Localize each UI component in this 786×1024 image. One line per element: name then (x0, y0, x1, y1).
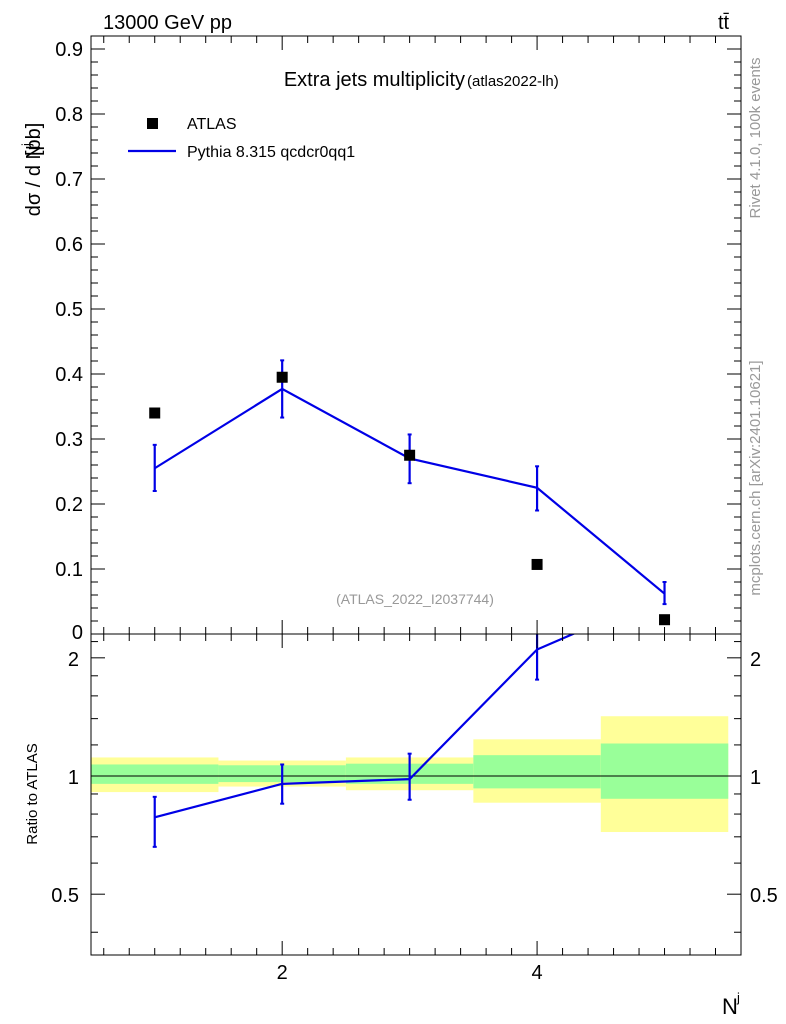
ratio-y-tick-label-right: 1 (750, 767, 761, 789)
y-tick-label: 0.6 (55, 234, 83, 256)
ratio-y-tick-label-left: 2 (68, 649, 79, 671)
atlas-data-marker (404, 449, 416, 461)
chart-subtitle: (atlas2022-lh) (467, 73, 559, 90)
mc-series-line (154, 387, 666, 595)
ratio-y-tick-label-right: 2 (750, 649, 761, 671)
analysis-watermark: (ATLAS_2022_I2037744) (336, 591, 494, 607)
uncertainty-band-inner (473, 755, 601, 789)
mcplots-label: mcplots.cern.ch [arXiv:2401.10621] (747, 360, 764, 595)
y-axis-unit: [pb] (23, 123, 45, 156)
y-tick-label: 0.7 (55, 169, 83, 191)
energy-label: 13000 GeV pp (103, 12, 232, 34)
atlas-data-marker (276, 371, 288, 383)
legend-mc-label: Pythia 8.315 qcdcr0qq1 (187, 144, 355, 161)
process-label: tt̄ (718, 12, 730, 34)
y-tick-label: 0.9 (55, 39, 83, 61)
y-tick-label: 0.5 (55, 299, 83, 321)
y-tick-label: 0.1 (55, 559, 83, 581)
ratio-y-tick-label-left: 0.5 (51, 885, 79, 907)
ratio-panel: 0.5 0.5 1 1 2 2 2 4 Ratio to ATLAS (24, 633, 778, 984)
x-tick-label: 4 (532, 962, 543, 984)
rivet-version-label: Rivet 4.1.0, 100k events (747, 58, 764, 219)
x-tick-label: 2 (277, 962, 288, 984)
legend-atlas-marker (147, 118, 158, 129)
uncertainty-band-inner (600, 743, 729, 799)
atlas-data-marker (149, 407, 161, 419)
ratio-y-tick-label-right: 0.5 (750, 885, 778, 907)
ratio-frame (90, 633, 742, 956)
y-axis-label-superscript: j (19, 143, 34, 147)
y-tick-label: 0 (72, 622, 83, 644)
x-axis-label: N (722, 994, 738, 1019)
ratio-y-tick-label-left: 1 (68, 767, 79, 789)
y-tick-label: 0.4 (55, 364, 83, 386)
main-panel: Extra jets multiplicity (atlas2022-lh) (… (19, 35, 742, 644)
y-tick-label: 0.8 (55, 104, 83, 126)
atlas-data-marker (531, 558, 543, 570)
y-tick-label: 0.2 (55, 494, 83, 516)
legend-atlas-label: ATLAS (187, 116, 237, 133)
legend: ATLAS Pythia 8.315 qcdcr0qq1 (128, 116, 355, 161)
y-axis-title: dσ / d N j [pb] (19, 123, 45, 217)
y-tick-label: 0.3 (55, 429, 83, 451)
ratio-y-axis-label: Ratio to ATLAS (24, 743, 41, 844)
y-axis-label: dσ / d N (23, 145, 45, 216)
x-axis-label-superscript: j (736, 990, 740, 1005)
chart-title: Extra jets multiplicity (284, 69, 465, 91)
uncertainty-band-inner (91, 764, 219, 784)
atlas-data-marker (659, 614, 671, 626)
